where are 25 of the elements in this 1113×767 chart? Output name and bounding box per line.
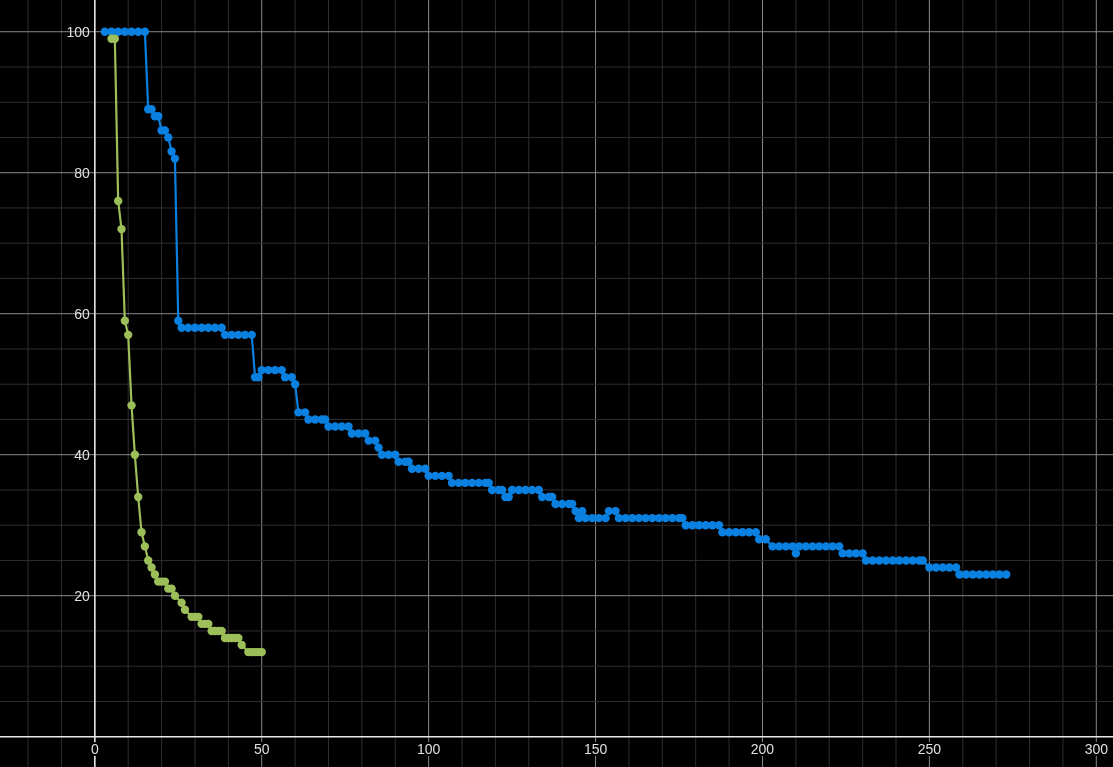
point: [120, 316, 130, 325]
point: [140, 542, 150, 551]
point: [137, 528, 146, 537]
y-tick-label: 100: [66, 23, 91, 40]
y-tick-label: 40: [74, 446, 91, 463]
point: [144, 556, 153, 565]
point: [130, 450, 140, 459]
y-tick-label: 60: [74, 305, 91, 322]
point: [113, 196, 123, 206]
point: [237, 640, 246, 650]
x-tick-label: 50: [253, 740, 270, 757]
point: [170, 591, 180, 600]
point: [147, 563, 156, 572]
x-tick-label: 100: [416, 740, 441, 757]
x-tick-label: 300: [1084, 740, 1109, 757]
point: [134, 492, 143, 502]
point: [180, 605, 190, 614]
y-tick-label: 80: [74, 164, 91, 181]
point: [123, 330, 133, 340]
x-tick-label: 250: [917, 740, 942, 757]
point: [177, 598, 186, 607]
point: [117, 224, 126, 234]
point: [150, 570, 160, 579]
y-tick-label: 20: [74, 587, 91, 604]
point: [127, 401, 136, 410]
